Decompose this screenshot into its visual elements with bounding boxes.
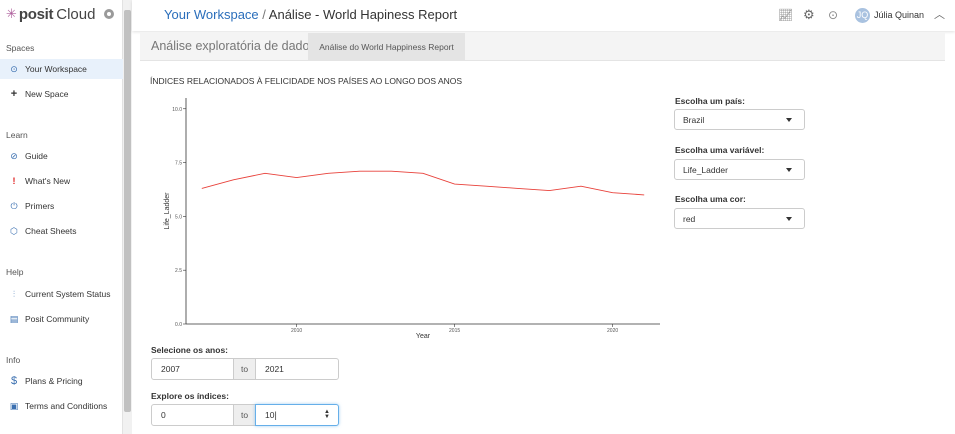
- line-chart: 0.0 2.5 5.0 7.5 10.0 2010 2015 2020 Year Life_Lad…: [164, 98, 660, 340]
- series-line-0: [201, 170, 645, 196]
- sidebar-item-label: Terms and Conditions: [25, 401, 108, 411]
- sidebar-item-label: Guide: [25, 151, 48, 161]
- spinner-arrows-icon[interactable]: ▲ ▼: [324, 409, 330, 420]
- user-name[interactable]: Júlia Quinan: [874, 10, 925, 20]
- country-select-value: Brazil: [683, 114, 705, 125]
- top-header: Your Workspace / Análise - World Hapines…: [132, 0, 955, 31]
- workspace-icon: ⊙: [10, 63, 18, 74]
- variable-select-value: Life_Ladder: [683, 164, 728, 175]
- section-title-help: Help: [6, 267, 24, 277]
- y-tick-label: 7.5: [175, 161, 182, 167]
- status-pulse-icon: ⫶: [12, 288, 16, 299]
- years-range-input: 2007 to 2021: [151, 358, 339, 380]
- sidebar-item-label: Plans & Pricing: [25, 376, 83, 386]
- sidebar-item-label: Posit Community: [25, 314, 90, 324]
- caret-down-icon: [786, 118, 792, 122]
- caret-down-icon: [786, 217, 792, 221]
- index-range-label: Explore os índices:: [151, 391, 229, 401]
- color-select-value: red: [683, 213, 696, 224]
- y-tick-label: 0.0: [175, 322, 182, 328]
- sidebar: ✳ posit Cloud Spaces ⊙ Your Workspace + …: [0, 0, 123, 434]
- scrollbar-thumb[interactable]: [124, 10, 131, 412]
- sidebar-item-label: Your Workspace: [25, 64, 87, 74]
- sidebar-item-whats-new[interactable]: ! What's New: [0, 171, 123, 191]
- collapse-sidebar-button[interactable]: [104, 9, 114, 19]
- y-tick-label: 10.0: [172, 107, 182, 113]
- variable-label: Escolha uma variável:: [675, 145, 765, 155]
- country-select[interactable]: Brazil: [674, 109, 805, 130]
- section-title-spaces: Spaces: [6, 43, 35, 53]
- sidebar-item-label: Cheat Sheets: [25, 226, 77, 236]
- exclamation-icon: !: [12, 176, 16, 186]
- country-label: Escolha um país:: [675, 96, 745, 106]
- index-from-input[interactable]: 0: [151, 404, 234, 426]
- posit-cloud-logo[interactable]: ✳ posit Cloud: [6, 4, 95, 24]
- breadcrumb-separator: /: [258, 7, 269, 22]
- sidebar-item-label: Current System Status: [25, 289, 111, 299]
- breadcrumb: Your Workspace / Análise - World Hapines…: [164, 7, 457, 22]
- x-axis-title: Year: [416, 333, 431, 340]
- year-to-input[interactable]: 2021: [255, 358, 339, 380]
- app-title[interactable]: Análise exploratória de dados: [151, 39, 316, 53]
- x-tick-label: 2020: [607, 328, 618, 334]
- sidebar-item-terms[interactable]: ▣ Terms and Conditions: [0, 396, 123, 416]
- compass-icon: ⊘: [10, 150, 18, 161]
- app-navbar: Análise exploratória de dados Análise do…: [140, 33, 945, 61]
- plus-icon: +: [10, 88, 18, 100]
- sidebar-item-community[interactable]: ▤ Posit Community: [0, 309, 123, 329]
- breadcrumb-workspace-link[interactable]: Your Workspace: [164, 7, 259, 22]
- sidebar-item-guide[interactable]: ⊘ Guide: [0, 146, 123, 166]
- years-range-label: Selecione os anos:: [151, 345, 228, 355]
- sidebar-item-new-space[interactable]: + New Space: [0, 84, 123, 104]
- section-title-info: Info: [6, 355, 21, 365]
- sidebar-scrollbar[interactable]: [123, 0, 132, 434]
- index-range-input: 0 to 10 | ▲ ▼: [151, 404, 339, 426]
- plot-title: ÍNDICES RELACIONADOS À FELICIDADE NOS PA…: [150, 76, 463, 86]
- caret-down-icon: [786, 168, 792, 172]
- sidebar-item-label: New Space: [25, 89, 69, 99]
- more-options-icon[interactable]: ⊙: [828, 8, 839, 22]
- range-separator: to: [234, 404, 255, 426]
- chart-icon[interactable]: 📈︎: [778, 8, 794, 22]
- y-tick-label: 5.0: [175, 214, 182, 220]
- sidebar-item-system-status[interactable]: ⫶ Current System Status: [0, 284, 123, 304]
- x-tick-label: 2015: [449, 328, 460, 334]
- gear-icon[interactable]: ⚙: [803, 7, 815, 22]
- hexagon-icon: ⬡: [10, 225, 18, 236]
- power-icon: ⏻: [10, 200, 18, 211]
- color-select[interactable]: red: [674, 208, 805, 229]
- range-separator: to: [234, 358, 255, 380]
- index-to-input[interactable]: 10 | ▲ ▼: [255, 404, 339, 426]
- dollar-icon: $: [10, 375, 18, 387]
- avatar[interactable]: JQ: [855, 8, 870, 23]
- tab-world-happiness[interactable]: Análise do World Happiness Report: [308, 33, 465, 61]
- y-tick-label: 2.5: [175, 268, 182, 274]
- year-from-input[interactable]: 2007: [151, 358, 234, 380]
- chevron-up-icon[interactable]: ︿: [934, 9, 945, 21]
- index-to-value: 10: [265, 410, 275, 420]
- x-tick-label: 2010: [291, 328, 302, 334]
- sidebar-item-label: What's New: [25, 176, 71, 186]
- section-title-learn: Learn: [6, 130, 28, 140]
- brand-product: Cloud: [56, 5, 96, 23]
- project-title: Análise - World Hapiness Report: [268, 7, 458, 22]
- sidebar-item-primers[interactable]: ⏻ Primers: [0, 196, 123, 216]
- posit-logo-icon: ✳: [6, 6, 17, 21]
- sidebar-item-cheat-sheets[interactable]: ⬡ Cheat Sheets: [0, 221, 123, 241]
- chat-icon: ▤: [9, 313, 19, 324]
- y-axis-title: Life_Ladder: [164, 192, 171, 230]
- color-label: Escolha uma cor:: [675, 194, 746, 204]
- sidebar-item-plans[interactable]: $ Plans & Pricing: [0, 371, 123, 391]
- document-icon: ▣: [9, 400, 19, 411]
- sidebar-item-label: Primers: [25, 201, 55, 211]
- brand-name: posit: [18, 5, 54, 23]
- sidebar-item-your-workspace[interactable]: ⊙ Your Workspace: [0, 59, 123, 79]
- variable-select[interactable]: Life_Ladder: [674, 159, 805, 180]
